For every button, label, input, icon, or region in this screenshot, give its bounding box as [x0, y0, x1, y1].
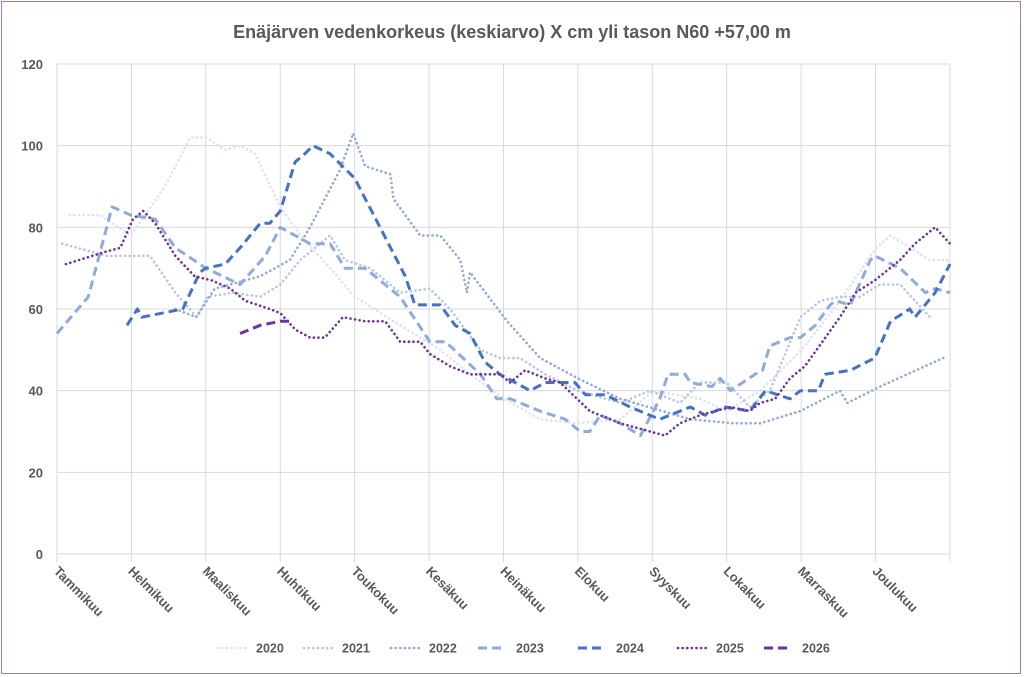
legend-label: 2020	[256, 642, 284, 656]
series-line-2023	[55, 205, 951, 438]
legend-label: 2024	[616, 642, 644, 656]
x-tick-label: Huhtikuu	[274, 564, 324, 614]
y-tick-label: 80	[29, 220, 43, 235]
x-tick-label: Tammikuu	[51, 564, 107, 620]
y-tick-label: 60	[29, 302, 43, 317]
series-lines	[55, 132, 952, 438]
x-tick-label: Joulukuu	[869, 564, 921, 616]
series-line-2022	[174, 132, 945, 425]
y-tick-label: 40	[29, 384, 43, 399]
legend-label: 2022	[429, 642, 457, 656]
x-axis-ticks: Tammikuu Helmikuu Maaliskuu Huhtikuu Toukoku…	[51, 564, 921, 621]
series-line-2026	[239, 319, 293, 335]
x-tick-label: Lokakuu	[721, 564, 769, 612]
legend-label: 2023	[516, 642, 544, 656]
series-line-2025	[64, 209, 952, 437]
y-tick-label: 120	[21, 57, 43, 72]
x-tick-label: Helmikuu	[125, 564, 177, 616]
series-line-2020	[68, 136, 952, 425]
x-tick-label: Heinäkuu	[497, 564, 549, 616]
series-line-2024	[125, 144, 952, 421]
series-line-2021	[60, 234, 932, 409]
x-tick-label: Elokuu	[572, 564, 613, 605]
y-tick-label: 100	[21, 139, 43, 154]
gridlines	[56, 63, 951, 562]
x-tick-label: Syyskuu	[646, 564, 694, 612]
y-axis-ticks: 0 20 40 60 80 100 120	[21, 57, 43, 562]
x-tick-label: Toukokuu	[349, 564, 403, 618]
legend: 2020 2021 2022 2023 2024 2025 2026	[216, 642, 830, 656]
legend-label: 2025	[716, 642, 744, 656]
y-tick-label: 0	[36, 547, 43, 562]
y-tick-label: 20	[29, 465, 43, 480]
x-tick-label: Marraskuu	[795, 564, 852, 621]
legend-label: 2026	[802, 642, 830, 656]
x-tick-label: Maaliskuu	[200, 564, 255, 619]
x-tick-label: Kesäkuu	[423, 564, 472, 613]
legend-label: 2021	[342, 642, 370, 656]
chart-title: Enäjärven vedenkorkeus (keskiarvo) X cm …	[233, 22, 791, 42]
